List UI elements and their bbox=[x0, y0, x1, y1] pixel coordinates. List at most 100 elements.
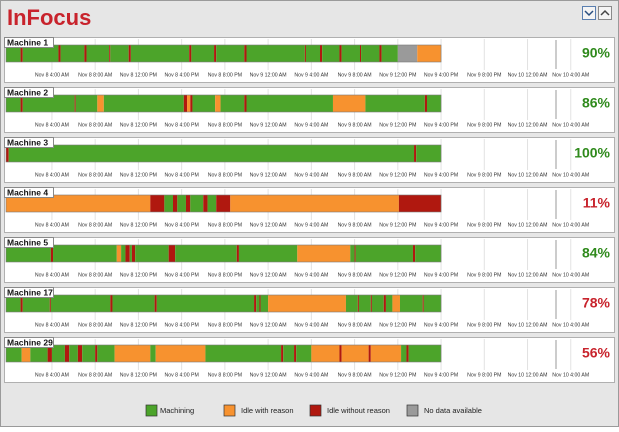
time-tick-label: Nov 10 12:00 AM bbox=[508, 72, 548, 78]
name-tab bbox=[4, 87, 54, 98]
status-segment bbox=[392, 295, 400, 312]
status-segment bbox=[381, 45, 398, 62]
time-tick-label: Nov 9 8:00 AM bbox=[338, 72, 372, 78]
machine-row[interactable]: Nov 8 4:00 AM Nov 8 8:00 AM Nov 8 12:00 PM… bbox=[4, 237, 615, 283]
legend: Machining Idle with reason Idle without re… bbox=[145, 404, 482, 417]
status-segment bbox=[297, 245, 351, 262]
time-tick-label: Nov 10 4:00 AM bbox=[552, 372, 589, 378]
status-segment bbox=[283, 345, 295, 362]
time-tick-label: Nov 8 12:00 PM bbox=[120, 372, 157, 378]
utilization-percent: 84% bbox=[582, 245, 611, 261]
status-segment bbox=[177, 195, 186, 212]
machine-row[interactable]: Nov 8 4:00 AM Nov 8 8:00 AM Nov 8 12:00 PM… bbox=[4, 337, 615, 383]
time-tick-label: Nov 8 8:00 PM bbox=[208, 172, 242, 178]
time-tick-label: Nov 10 12:00 AM bbox=[508, 172, 548, 178]
status-segment bbox=[131, 245, 136, 262]
time-tick-label: Nov 9 4:00 AM bbox=[294, 272, 328, 278]
time-tick-label: Nov 9 4:00 AM bbox=[294, 72, 328, 78]
time-tick-label: Nov 8 8:00 PM bbox=[208, 72, 242, 78]
legend-swatch bbox=[145, 404, 158, 417]
machine-rows: Nov 8 4:00 AM Nov 8 8:00 AM Nov 8 12:00 PM… bbox=[4, 37, 615, 383]
time-tick-label: Nov 8 8:00 PM bbox=[208, 372, 242, 378]
status-segment bbox=[304, 45, 306, 62]
time-tick-label: Nov 9 8:00 AM bbox=[338, 272, 372, 278]
status-segment bbox=[6, 45, 21, 62]
status-segment bbox=[357, 295, 359, 312]
status-segment bbox=[383, 295, 386, 312]
bar-outline bbox=[5, 194, 442, 213]
time-tick-label: Nov 9 12:00 AM bbox=[250, 72, 287, 78]
collapse-button[interactable] bbox=[582, 6, 596, 20]
time-tick-label: Nov 9 12:00 AM bbox=[250, 272, 287, 278]
name-tab bbox=[4, 337, 54, 348]
time-tick-label: Nov 8 8:00 AM bbox=[78, 222, 112, 228]
status-segment bbox=[51, 345, 65, 362]
status-segment bbox=[150, 195, 165, 212]
legend-label: No data available bbox=[424, 406, 482, 415]
legend-label: Idle with reason bbox=[241, 406, 294, 415]
machine-row[interactable]: Nov 8 4:00 AM Nov 8 8:00 AM Nov 8 12:00 PM… bbox=[4, 287, 615, 333]
status-segment bbox=[84, 45, 87, 62]
status-segment bbox=[189, 45, 192, 62]
status-segment bbox=[6, 195, 151, 212]
status-segment bbox=[128, 45, 131, 62]
status-segment bbox=[322, 45, 340, 62]
status-segment bbox=[82, 345, 96, 362]
status-segment bbox=[190, 95, 193, 112]
status-segment bbox=[230, 195, 399, 212]
machine-row[interactable]: Nov 8 4:00 AM Nov 8 8:00 AM Nov 8 12:00 PM… bbox=[4, 187, 615, 233]
time-tick-label: Nov 9 8:00 PM bbox=[467, 272, 501, 278]
status-segment bbox=[238, 245, 298, 262]
time-tick-label: Nov 9 12:00 PM bbox=[379, 222, 416, 228]
time-tick-label: Nov 8 4:00 PM bbox=[164, 272, 198, 278]
status-segment bbox=[6, 145, 9, 162]
time-tick-label: Nov 8 8:00 PM bbox=[208, 122, 242, 128]
status-segment bbox=[281, 345, 284, 362]
status-segment bbox=[187, 95, 191, 112]
status-segment bbox=[172, 195, 178, 212]
time-tick-label: Nov 10 4:00 AM bbox=[552, 172, 589, 178]
time-tick-label: Nov 8 4:00 PM bbox=[164, 72, 198, 78]
machine-name: Machine 5 bbox=[7, 237, 48, 247]
status-segment bbox=[130, 45, 190, 62]
status-segment bbox=[191, 45, 215, 62]
status-segment bbox=[74, 95, 76, 112]
time-tick-label: Nov 9 12:00 PM bbox=[379, 72, 416, 78]
status-segment bbox=[50, 245, 54, 262]
status-segment bbox=[216, 45, 245, 62]
name-tab bbox=[4, 187, 54, 198]
time-tick-label: Nov 8 8:00 AM bbox=[78, 72, 112, 78]
time-tick-label: Nov 9 4:00 PM bbox=[424, 222, 458, 228]
time-tick-label: Nov 9 12:00 AM bbox=[250, 372, 287, 378]
machine-row[interactable]: Nov 8 4:00 AM Nov 8 8:00 AM Nov 8 12:00 PM… bbox=[4, 137, 615, 183]
utilization-percent: 100% bbox=[574, 145, 610, 161]
time-tick-label: Nov 8 4:00 PM bbox=[164, 122, 198, 128]
status-segment bbox=[190, 195, 204, 212]
legend-label: Idle without reason bbox=[327, 406, 390, 415]
status-segment bbox=[214, 45, 217, 62]
time-tick-label: Nov 9 4:00 PM bbox=[424, 322, 458, 328]
status-segment bbox=[86, 45, 110, 62]
time-tick-label: Nov 9 4:00 PM bbox=[424, 72, 458, 78]
status-segment bbox=[339, 45, 342, 62]
app-title: InFocus bbox=[7, 5, 91, 30]
status-segment bbox=[154, 295, 157, 312]
status-segment bbox=[58, 45, 61, 62]
expand-button[interactable] bbox=[598, 6, 612, 20]
status-segment bbox=[259, 295, 261, 312]
time-tick-label: Nov 8 4:00 PM bbox=[164, 372, 198, 378]
time-tick-label: Nov 8 8:00 PM bbox=[208, 322, 242, 328]
time-tick-label: Nov 8 8:00 AM bbox=[78, 172, 112, 178]
status-segment bbox=[311, 345, 340, 362]
status-segment bbox=[207, 195, 217, 212]
status-segment bbox=[256, 295, 260, 312]
time-tick-label: Nov 9 12:00 AM bbox=[250, 122, 287, 128]
time-tick-label: Nov 9 8:00 AM bbox=[338, 122, 372, 128]
status-segment bbox=[216, 195, 231, 212]
status-segment bbox=[22, 95, 75, 112]
status-segment bbox=[215, 95, 221, 112]
time-tick-label: Nov 9 8:00 AM bbox=[338, 172, 372, 178]
status-segment bbox=[47, 345, 52, 362]
machine-row[interactable]: Nov 8 4:00 AM Nov 8 8:00 AM Nov 8 12:00 PM… bbox=[4, 37, 615, 83]
machine-row[interactable]: Nov 8 4:00 AM Nov 8 8:00 AM Nov 8 12:00 PM… bbox=[4, 87, 615, 133]
